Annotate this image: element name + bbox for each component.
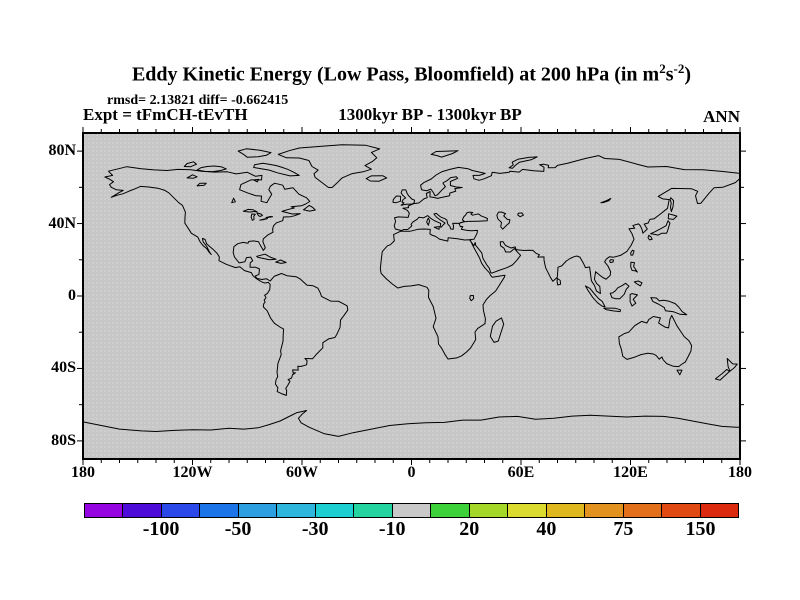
period-label: 1300kyr BP - 1300kyr BP (338, 105, 522, 124)
plot-title-close: ) (684, 63, 692, 86)
x-tick-label: 120W (172, 464, 213, 481)
axis-ticks (77, 127, 746, 465)
colorbar-segment (622, 503, 663, 518)
plot-title-text: Eddy Kinetic Energy (Low Pass, Bloomfiel… (131, 63, 660, 86)
colorbar-segment (353, 503, 393, 518)
x-tick-label: 180 (71, 464, 95, 481)
world-map (77, 127, 746, 465)
colorbar-tick-label: -50 (224, 518, 252, 540)
colorbar-segment (545, 503, 586, 518)
x-tick-label: 0 (407, 464, 416, 481)
colorbar-segment (84, 503, 124, 518)
x-tick-label: 60W (286, 464, 318, 481)
experiment-label: Expt = tFmCH-tEvTH (83, 105, 248, 124)
colorbar-tick-label: 20 (459, 518, 480, 540)
colorbar-segment (699, 503, 739, 518)
season-label: ANN (703, 107, 740, 126)
colorbar-segment (199, 503, 239, 518)
colorbar-segment (430, 503, 470, 518)
colorbar-segment (122, 503, 162, 518)
colorbar-segment (391, 503, 432, 518)
x-tick-label: 180 (728, 464, 752, 481)
stats-line: rmsd= 2.13821 diff= -0.662415 (107, 93, 289, 108)
colorbar-tick-label: -100 (142, 518, 180, 540)
colorbar-tick-label: -10 (378, 518, 406, 540)
colorbar-segment (237, 503, 278, 518)
colorbar (84, 503, 739, 518)
plot-title-units: s (665, 63, 674, 86)
y-tick-label: 40N (48, 214, 76, 232)
y-tick-label: 0 (68, 287, 76, 304)
colorbar-segment (584, 503, 624, 518)
colorbar-segment (661, 503, 701, 518)
colorbar-segment (468, 503, 509, 518)
coastlines (104, 144, 741, 396)
colorbar-segment (160, 503, 201, 518)
colorbar-tick-label: 75 (613, 518, 634, 540)
title-superscript-2: -2 (673, 61, 685, 76)
colorbar-segment (276, 503, 316, 518)
y-tick-label: 80S (51, 431, 76, 449)
title-superscript: 2 (659, 61, 666, 76)
y-tick-label: 80N (48, 142, 76, 160)
colorbar-segment (314, 503, 355, 518)
x-tick-label: 120E (613, 464, 648, 481)
map-frame (82, 132, 741, 460)
colorbar-tick-label: 40 (536, 518, 557, 540)
colorbar-tick-label: -30 (301, 518, 329, 540)
x-tick-label: 60E (507, 464, 535, 481)
plot-title: Eddy Kinetic Energy (Low Pass, Bloomfiel… (83, 61, 740, 87)
y-tick-label: 40S (51, 359, 76, 377)
colorbar-segment (507, 503, 547, 518)
colorbar-tick-label: 150 (685, 518, 716, 540)
antarctica-coastline (82, 410, 740, 437)
